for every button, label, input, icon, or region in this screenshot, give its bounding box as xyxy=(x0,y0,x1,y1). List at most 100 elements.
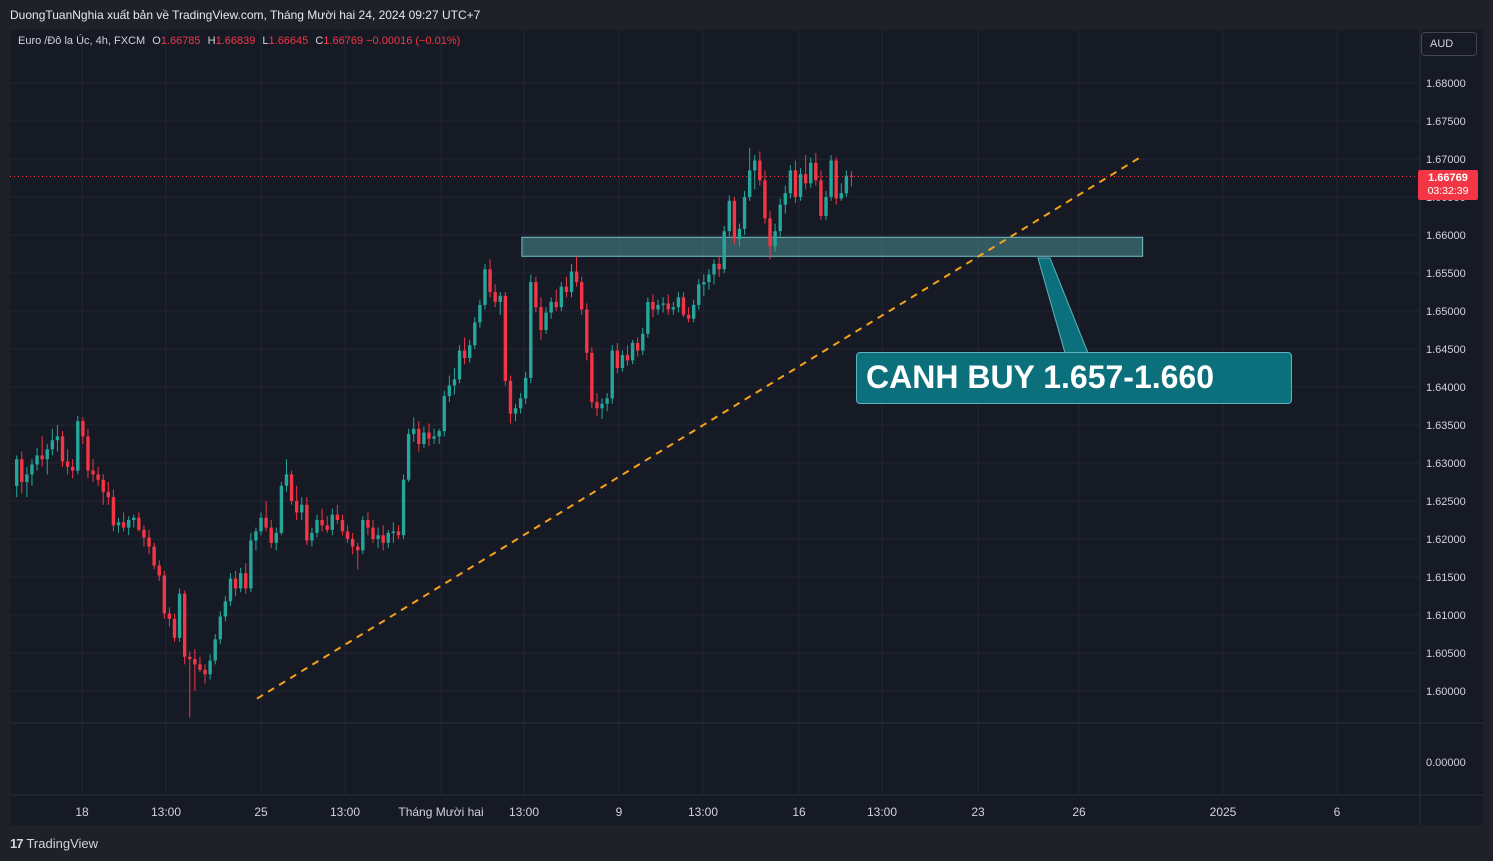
candle-body xyxy=(773,231,777,247)
candle-body xyxy=(284,474,289,486)
time-tick-label: 13:00 xyxy=(509,805,539,819)
candle-body xyxy=(157,565,161,576)
candle-body xyxy=(793,170,798,197)
candle-body xyxy=(737,228,742,239)
candle-body xyxy=(126,520,131,528)
time-tick-label: 18 xyxy=(75,805,89,819)
candle-body xyxy=(330,514,334,530)
currency-button[interactable]: AUD xyxy=(1421,32,1477,56)
publish-info: DuongTuanNghia xuất bản về TradingView.c… xyxy=(10,8,481,22)
candle-body xyxy=(193,659,197,665)
low-label: L xyxy=(262,35,269,47)
candle-body xyxy=(763,180,767,219)
price-tick-label: 1.66000 xyxy=(1426,230,1466,242)
candle-body xyxy=(447,385,452,397)
grid xyxy=(10,30,1420,795)
low-value: 1.66645 xyxy=(268,35,309,47)
candle-body xyxy=(356,546,360,551)
candle-body xyxy=(233,578,238,589)
candle-body xyxy=(686,314,691,319)
chart-area[interactable]: 1.680001.675001.670001.665001.660001.655… xyxy=(10,30,1483,825)
candle-body xyxy=(60,436,65,462)
callout-pointer xyxy=(1037,257,1089,354)
candle-body xyxy=(289,474,294,501)
candlestick-chart[interactable]: 1.680001.675001.670001.665001.660001.655… xyxy=(10,30,1483,825)
candle-body xyxy=(630,342,635,361)
time-tick-label: 16 xyxy=(792,805,806,819)
candle-body xyxy=(345,531,350,539)
candle-body xyxy=(65,461,70,467)
candle-body xyxy=(325,525,329,530)
candle-body xyxy=(55,436,60,441)
change-value: −0.00016 (−0.01%) xyxy=(366,35,461,47)
candle-body xyxy=(646,301,650,334)
footer: 17 TradingView xyxy=(0,825,1493,861)
candle-body xyxy=(742,197,747,229)
candle-body xyxy=(25,474,29,482)
candle-body xyxy=(478,304,482,323)
candle-body xyxy=(116,522,121,526)
candle-body xyxy=(91,470,95,475)
price-tick-label: 1.64500 xyxy=(1426,344,1466,356)
candle-body xyxy=(473,322,477,346)
candle-body xyxy=(707,274,711,283)
candle-body xyxy=(361,520,365,551)
candle-body xyxy=(442,396,446,432)
price-tick-label: 1.62000 xyxy=(1426,534,1466,546)
candle-body xyxy=(244,573,248,589)
open-label: O xyxy=(152,35,161,47)
candle-body xyxy=(554,301,558,308)
price-tick-label: 1.63500 xyxy=(1426,420,1466,432)
candle-body xyxy=(569,271,574,292)
price-tick-label: 1.65000 xyxy=(1426,306,1466,318)
candle-body xyxy=(468,345,472,359)
high-label: H xyxy=(207,35,216,47)
price-tick-label: 1.64000 xyxy=(1426,382,1466,394)
price-tick-label: 1.61000 xyxy=(1426,610,1466,622)
candle-body xyxy=(839,193,843,199)
support-zone xyxy=(521,236,1144,257)
symbol-legend: Euro /Đô la Úc, 4h, FXCM O1.66785 H1.668… xyxy=(18,35,460,47)
candle-body xyxy=(564,286,569,292)
candle-body xyxy=(101,479,105,492)
candle-body xyxy=(539,307,543,330)
tradingview-logo[interactable]: 17 TradingView xyxy=(10,836,98,851)
candle-body xyxy=(681,297,686,315)
candle-body xyxy=(371,527,375,539)
buy-callout[interactable]: CANH BUY 1.657-1.660 xyxy=(856,352,1292,404)
time-tick-label: 26 xyxy=(1072,805,1086,819)
candle-body xyxy=(610,350,614,399)
candle-body xyxy=(142,529,146,538)
candle-body xyxy=(218,616,222,640)
candle-body xyxy=(747,170,752,197)
candle-body xyxy=(254,531,258,541)
candle-body xyxy=(722,231,726,270)
candle-body xyxy=(717,263,721,270)
price-tick-label: 1.67000 xyxy=(1426,154,1466,166)
close-value: 1.66769 xyxy=(323,35,364,47)
candle-body xyxy=(412,428,416,435)
candle-body xyxy=(788,170,793,194)
candle-body xyxy=(844,175,849,194)
candle-body xyxy=(620,355,625,368)
symbol-name[interactable]: Euro /Đô la Úc, 4h, FXCM xyxy=(18,35,146,47)
candle-body xyxy=(661,303,665,305)
candle-body xyxy=(76,421,80,471)
candle-body xyxy=(294,501,299,513)
time-tick-label: 13:00 xyxy=(867,805,897,819)
last-price-value: 1.66769 xyxy=(1428,172,1468,184)
candle-body xyxy=(666,303,670,310)
high-value: 1.66839 xyxy=(215,35,256,47)
candle-body xyxy=(625,355,630,361)
time-tick-label: 2025 xyxy=(1210,805,1237,819)
candle-body xyxy=(727,200,731,232)
candle-body xyxy=(238,573,243,589)
ascending-trendline xyxy=(256,156,1141,700)
time-tick-label: 6 xyxy=(1334,805,1341,819)
candle-body xyxy=(783,193,787,205)
candle-body xyxy=(676,297,681,308)
time-tick-label: 25 xyxy=(254,805,268,819)
candle-body xyxy=(702,282,706,285)
volume-axis-label: 0.00000 xyxy=(1426,757,1466,769)
brand-name: TradingView xyxy=(26,836,99,851)
